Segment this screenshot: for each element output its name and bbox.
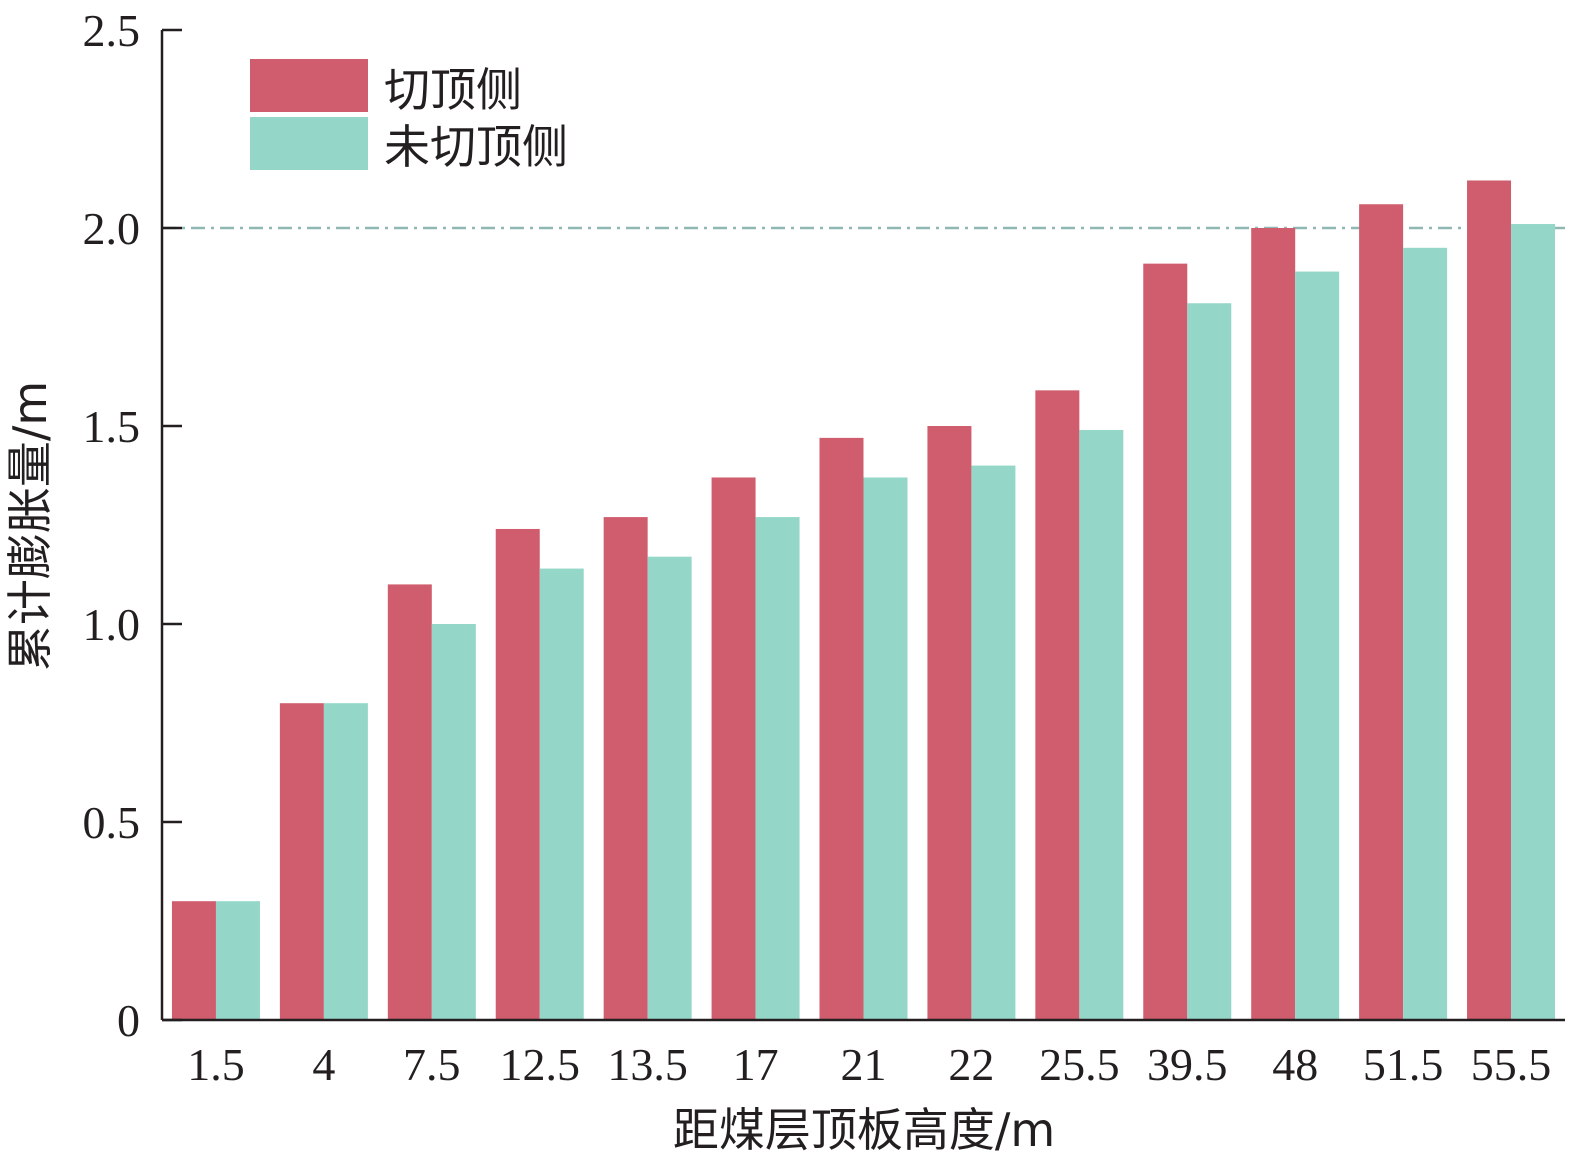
y-tick-label-1: 0.5 [83,797,141,848]
y-axis-title: 累计膨胀量/m [3,381,57,671]
bar-cut-side-11 [1359,204,1404,1021]
x-tick-label-9: 39.5 [1147,1039,1228,1090]
bar-uncut-side-11 [1403,247,1448,1021]
bar-uncut-side-1 [323,703,368,1020]
bar-uncut-side-2 [431,624,476,1020]
axes-layer [160,28,1565,1022]
bar-uncut-side-6 [863,477,908,1021]
x-tick-label-1: 4 [312,1039,335,1090]
x-tick-label-5: 17 [733,1039,779,1090]
bar-uncut-side-10 [1295,271,1340,1020]
legend-label-uncut-side: 未切顶侧 [384,120,568,174]
y-tick-label-5: 2.5 [83,5,141,56]
bar-uncut-side-5 [755,517,800,1020]
x-tick-label-12: 55.5 [1471,1039,1552,1090]
bar-uncut-side-12 [1511,224,1556,1021]
bar-cut-side-3 [495,528,540,1020]
y-tick-label-0: 0 [117,995,140,1046]
legend: 切顶侧 未切顶侧 [250,59,568,174]
bar-cut-side-7 [927,426,972,1020]
x-tick-label-8: 25.5 [1039,1039,1120,1090]
x-tick-label-4: 13.5 [607,1039,688,1090]
x-tick-label-6: 21 [841,1039,887,1090]
bars-layer [171,180,1556,1021]
x-tick-label-0: 1.5 [187,1039,245,1090]
bar-cut-side-5 [711,477,756,1021]
x-tick-label-3: 12.5 [499,1039,580,1090]
y-tick-label-2: 1.0 [83,599,141,650]
legend-swatch-uncut-side [250,117,368,170]
bar-uncut-side-3 [539,568,584,1020]
y-tick-labels: 0 0.5 1.0 1.5 2.0 2.5 [83,5,141,1046]
bar-cut-side-6 [819,437,864,1020]
x-tick-label-11: 51.5 [1363,1039,1444,1090]
bar-cut-side-8 [1035,390,1080,1020]
legend-swatch-cut-side [250,59,368,112]
bar-cut-side-0 [171,901,216,1020]
x-tick-label-10: 48 [1272,1039,1318,1090]
bar-cut-side-12 [1467,180,1512,1021]
x-axis-title: 距煤层顶板高度/m [673,1103,1055,1157]
bar-cut-side-10 [1251,228,1296,1020]
x-tick-labels: 1.5 4 7.5 12.5 13.5 17 21 22 25.5 39.5 48 51.5 55.5 [187,1039,1551,1090]
x-tick-label-7: 22 [948,1039,994,1090]
bar-uncut-side-8 [1079,429,1124,1021]
x-tick-label-2: 7.5 [403,1039,461,1090]
bar-uncut-side-0 [215,901,260,1020]
bar-cut-side-1 [279,703,324,1020]
bar-cut-side-4 [603,517,648,1020]
bar-cut-side-9 [1143,263,1188,1020]
y-tick-label-4: 2.0 [83,203,141,254]
bar-uncut-side-9 [1187,303,1232,1020]
y-tick-label-3: 1.5 [83,401,141,452]
bar-cut-side-2 [387,584,432,1020]
legend-label-cut-side: 切顶侧 [384,63,522,117]
bar-uncut-side-4 [647,556,692,1020]
bar-uncut-side-7 [971,465,1016,1021]
